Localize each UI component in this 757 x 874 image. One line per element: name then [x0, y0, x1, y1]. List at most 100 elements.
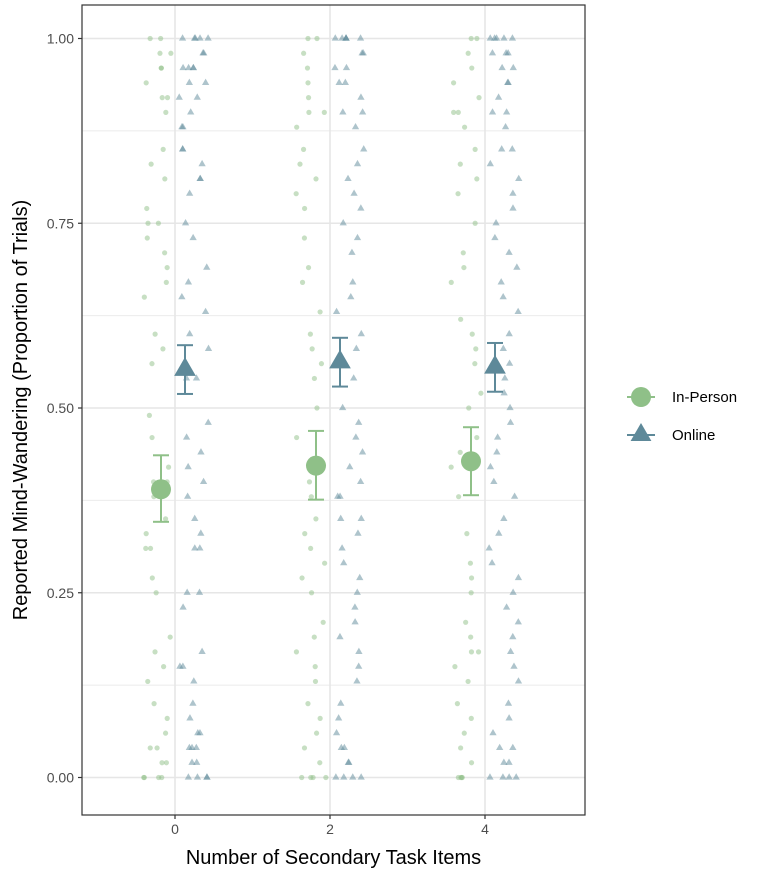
- raw-point-in-person: [461, 264, 467, 271]
- raw-point-in-person: [469, 331, 475, 337]
- raw-point-online: [175, 93, 183, 100]
- raw-point-online: [354, 529, 362, 536]
- raw-point-in-person: [151, 701, 157, 707]
- raw-point-in-person: [455, 109, 461, 115]
- raw-point-online: [336, 632, 344, 640]
- raw-point-online: [502, 603, 511, 610]
- raw-point-in-person: [458, 774, 464, 781]
- raw-point-online: [189, 233, 197, 241]
- raw-point-in-person: [165, 464, 172, 470]
- raw-point-in-person: [321, 109, 327, 115]
- raw-point-online: [515, 174, 523, 182]
- raw-point-in-person: [158, 35, 164, 42]
- raw-point-online: [486, 773, 494, 780]
- raw-point-online: [339, 108, 347, 115]
- raw-point-online: [505, 714, 513, 721]
- raw-point-in-person: [468, 760, 475, 766]
- raw-point-in-person: [305, 264, 312, 271]
- legend-item: Online: [627, 423, 715, 444]
- raw-point-in-person: [306, 109, 312, 115]
- raw-point-in-person: [149, 575, 155, 581]
- raw-point-in-person: [304, 65, 311, 71]
- raw-point-online: [509, 632, 517, 640]
- raw-point-in-person: [461, 730, 467, 736]
- raw-point-online: [357, 93, 365, 100]
- raw-point-online: [349, 278, 357, 285]
- raw-point-in-person: [461, 124, 468, 130]
- raw-point-online: [337, 699, 345, 706]
- raw-point-online: [179, 603, 187, 610]
- raw-point-online: [350, 374, 358, 381]
- raw-point-online: [492, 34, 501, 41]
- raw-point-online: [204, 418, 212, 425]
- raw-point-online: [357, 329, 365, 337]
- raw-point-online: [179, 122, 187, 130]
- raw-point-online: [488, 558, 496, 566]
- raw-point-online: [510, 492, 519, 499]
- raw-point-online: [201, 78, 210, 85]
- raw-point-in-person: [455, 191, 461, 197]
- x-axis-title: Number of Secondary Task Items: [186, 847, 481, 869]
- raw-point-in-person: [163, 279, 169, 285]
- raw-point-in-person: [465, 50, 471, 56]
- raw-point-in-person: [162, 730, 169, 736]
- raw-point-in-person: [310, 774, 316, 781]
- raw-point-in-person: [468, 649, 475, 655]
- raw-point-in-person: [468, 634, 474, 640]
- raw-point-in-person: [293, 191, 299, 197]
- raw-point-in-person: [164, 715, 170, 721]
- raw-point-in-person: [162, 516, 169, 522]
- raw-point-in-person: [301, 205, 308, 212]
- mean-point-in-person: [461, 451, 481, 472]
- raw-point-online: [500, 758, 508, 765]
- raw-point-in-person: [313, 176, 319, 182]
- raw-point-in-person: [474, 434, 480, 441]
- raw-point-in-person: [141, 294, 147, 300]
- raw-point-online: [184, 278, 193, 285]
- raw-point-online: [499, 292, 507, 300]
- raw-point-online: [193, 93, 201, 100]
- raw-point-online: [505, 359, 514, 366]
- raw-point-online: [499, 773, 507, 780]
- raw-point-online: [357, 514, 365, 521]
- raw-point-in-person: [460, 250, 466, 256]
- raw-point-in-person: [314, 405, 320, 411]
- raw-point-in-person: [147, 745, 153, 751]
- raw-point-online: [501, 374, 509, 381]
- raw-point-online: [493, 448, 501, 455]
- raw-point-online: [509, 204, 517, 211]
- raw-point-online: [506, 418, 515, 425]
- raw-point-online: [360, 145, 368, 152]
- raw-point-online: [355, 662, 363, 669]
- raw-point-online: [490, 477, 498, 484]
- raw-point-in-person: [300, 146, 307, 152]
- raw-point-online: [358, 108, 367, 115]
- raw-point-online: [486, 159, 494, 167]
- raw-point-online: [505, 758, 513, 765]
- raw-point-in-person: [160, 146, 166, 152]
- raw-point-online: [203, 773, 211, 780]
- raw-point-in-person: [311, 634, 317, 640]
- raw-point-online: [181, 219, 190, 226]
- raw-point-in-person: [152, 649, 158, 655]
- raw-point-online: [497, 278, 505, 285]
- raw-point-in-person: [309, 346, 315, 352]
- raw-point-in-person: [154, 745, 160, 751]
- raw-point-in-person: [464, 531, 470, 537]
- raw-point-online: [178, 34, 187, 41]
- y-tick-label: 0.00: [47, 770, 74, 786]
- raw-point-online: [502, 108, 511, 115]
- raw-point-in-person: [301, 235, 308, 241]
- raw-point-in-person: [323, 774, 329, 781]
- raw-point-online: [185, 78, 193, 85]
- raw-point-in-person: [293, 649, 300, 655]
- raw-point-online: [192, 374, 201, 381]
- raw-point-online: [508, 145, 516, 152]
- raw-point-online: [351, 603, 359, 610]
- raw-point-in-person: [308, 545, 314, 552]
- raw-point-in-person: [147, 545, 154, 552]
- raw-point-in-person: [299, 575, 305, 581]
- raw-point-in-person: [450, 80, 457, 86]
- raw-point-in-person: [469, 65, 475, 71]
